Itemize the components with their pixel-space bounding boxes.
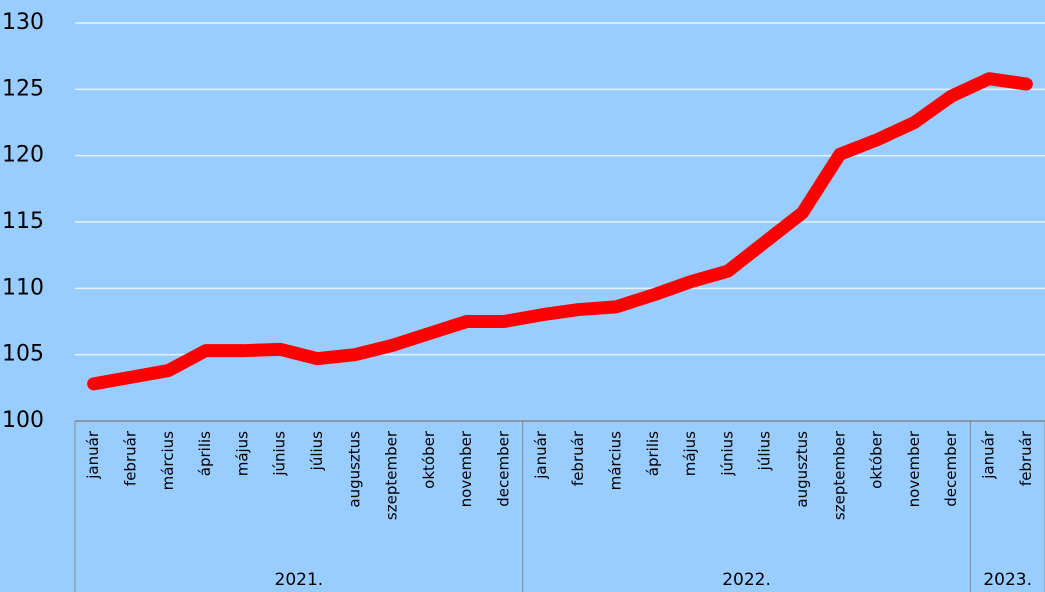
x-tick-label: szeptember (830, 430, 848, 520)
x-tick-label: március (159, 431, 177, 491)
x-tick-label: december (942, 430, 960, 507)
x-tick-label: július (756, 431, 774, 472)
group-label: 2021. (275, 570, 324, 590)
x-tick-label: szeptember (383, 430, 401, 520)
x-tick-label: február (569, 430, 587, 486)
y-tick-label: 120 (2, 143, 44, 168)
y-tick-label: 100 (2, 408, 44, 433)
x-tick-label: augusztus (793, 431, 811, 508)
x-tick-label: július (308, 431, 326, 472)
x-tick-label: május (681, 431, 699, 476)
x-tick-label: február (121, 430, 139, 486)
x-tick-label: február (1017, 430, 1035, 486)
x-tick-label: október (868, 430, 886, 489)
group-label: 2023. (983, 570, 1032, 590)
x-tick-label: június (718, 431, 736, 477)
x-tick-label: október (420, 430, 438, 489)
x-tick-label: augusztus (345, 431, 363, 508)
y-tick-label: 110 (2, 275, 44, 300)
x-tick-label: május (233, 431, 251, 476)
y-tick-label: 125 (2, 76, 44, 101)
group-label: 2022. (722, 570, 771, 590)
x-tick-label: január (980, 430, 998, 480)
x-tick-label: április (644, 431, 662, 476)
x-tick-label: december (495, 430, 513, 507)
x-tick-label: november (457, 430, 475, 507)
y-tick-label: 130 (2, 10, 44, 35)
x-tick-label: március (606, 431, 624, 491)
x-tick-label: november (905, 430, 923, 507)
y-tick-label: 115 (2, 209, 44, 234)
x-tick-label: január (84, 430, 102, 480)
x-tick-label: június (271, 431, 289, 477)
x-tick-label: január (532, 430, 550, 480)
data-line (87, 72, 1033, 391)
x-tick-label: április (196, 431, 214, 476)
y-tick-label: 105 (2, 342, 44, 367)
